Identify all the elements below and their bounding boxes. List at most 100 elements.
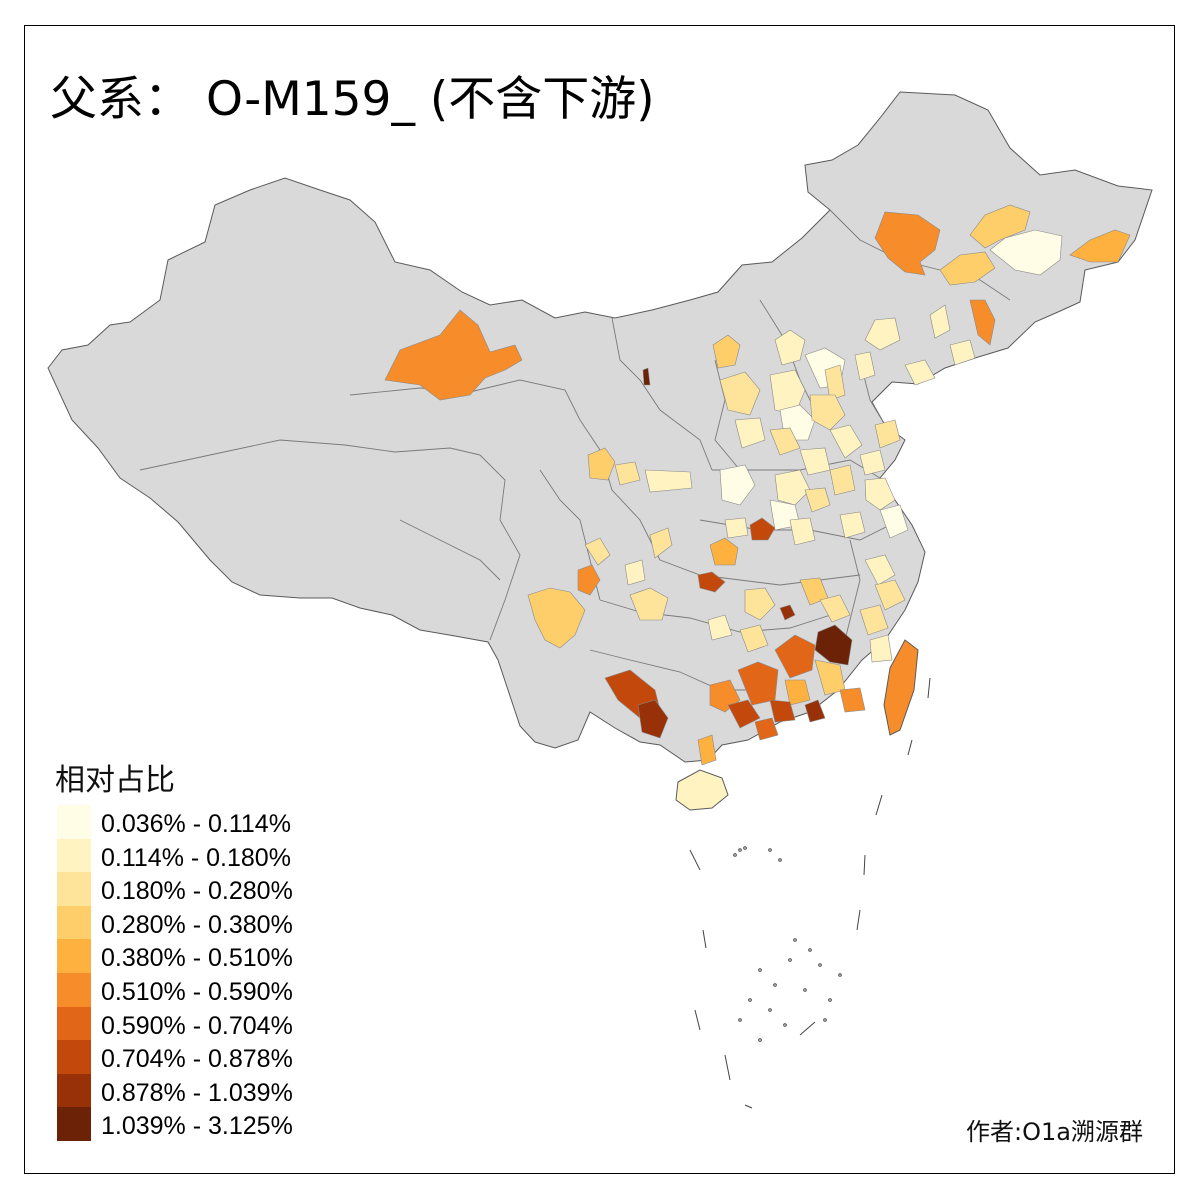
region-liaoning-c (904, 359, 936, 386)
legend-label: 0.036% - 0.114% (101, 810, 291, 838)
region-guangxi-a (737, 661, 779, 706)
region-sichuan-west (527, 587, 586, 649)
region-heilongjiang-east (1069, 229, 1131, 263)
legend-swatch (57, 805, 91, 839)
legend-title: 相对占比 (55, 763, 175, 798)
region-hunan-c (707, 614, 733, 641)
region-shandong-a (874, 419, 901, 449)
map-frame (24, 25, 1175, 1174)
region-shandong-b (859, 449, 886, 476)
region-fujian-b (869, 634, 893, 663)
legend-swatch (57, 1107, 91, 1141)
legend-label: 0.878% - 1.039% (101, 1078, 293, 1107)
legend-swatch (57, 972, 91, 1007)
region-shaanxi-a (719, 464, 756, 506)
legend-label: 0.114% - 0.180% (101, 843, 291, 872)
region-guangdong-b (839, 687, 866, 713)
legend-item: 0.114% - 0.180% (57, 838, 357, 873)
region-anhui-a (839, 511, 866, 539)
legend-item: 0.180% - 0.280% (57, 872, 357, 906)
legend-swatch (57, 905, 91, 940)
legend-swatch (57, 838, 91, 873)
region-heilongjiang-a (969, 204, 1031, 249)
region-jiangxi-b (819, 594, 851, 623)
region-guangdong-north (774, 634, 816, 679)
legend-swatch (57, 1006, 91, 1041)
china-landmass (47, 91, 1153, 763)
region-fujian-a (859, 604, 889, 636)
legend-label: 0.180% - 0.280% (101, 877, 293, 906)
region-north-a (712, 334, 741, 369)
region-sichuan-c (624, 559, 646, 586)
region-shaanxi-b (749, 517, 776, 541)
region-zhejiang-b (874, 579, 906, 611)
legend-label: 0.590% - 0.704% (101, 1011, 293, 1040)
legend-label: 0.280% - 0.380% (101, 910, 293, 939)
region-henan-d (789, 517, 816, 546)
region-jiangsu-b (879, 504, 909, 539)
legend: 0.036% - 0.114% 0.114% - 0.180% 0.180% -… (57, 805, 357, 1141)
region-hunan-d (739, 624, 769, 653)
region-gansu-c (644, 469, 693, 493)
map-title: 父系： O-M159_ (不含下游) (50, 72, 655, 127)
south-china-sea-islands (689, 677, 931, 1109)
legend-item: 0.704% - 0.878% (57, 1040, 357, 1074)
region-yunnan-south (637, 699, 669, 739)
region-guangdong-c (784, 679, 811, 706)
shaded-prefectures (384, 204, 1131, 766)
legend-swatch (57, 1073, 91, 1108)
region-wuhai (642, 367, 651, 386)
region-jilin-a (939, 251, 996, 286)
hainan-island (675, 769, 729, 811)
legend-label: 0.704% - 0.878% (101, 1045, 293, 1074)
region-guangxi-c (727, 699, 761, 729)
region-hulunbuir-south (874, 211, 941, 276)
region-sichuan-b (649, 527, 673, 559)
region-gansu-b (614, 461, 641, 486)
legend-swatch (57, 1040, 91, 1074)
legend-label: 0.510% - 0.590% (101, 977, 293, 1006)
region-sichuan-e (629, 587, 669, 621)
region-shanxi-d (734, 417, 766, 449)
legend-item: 0.380% - 0.510% (57, 939, 357, 973)
legend-item: 0.280% - 0.380% (57, 905, 357, 940)
legend-label: 1.039% - 3.125% (101, 1112, 293, 1141)
region-hebei-b (829, 424, 863, 459)
region-guangdong-d (769, 699, 796, 723)
region-sichuan-d (577, 564, 601, 596)
region-chongqing (697, 571, 726, 593)
region-hebei-c (769, 427, 801, 456)
region-north-b (774, 329, 806, 366)
region-guangdong-e (804, 699, 826, 723)
legend-swatch (57, 872, 91, 906)
region-guangdong-f (754, 717, 779, 741)
region-leizhou (697, 734, 717, 766)
land-base (47, 91, 1153, 811)
region-hebei-north (864, 317, 901, 351)
region-henan-a (774, 469, 811, 506)
region-shandong-c (829, 464, 856, 496)
legend-item: 0.590% - 0.704% (57, 1006, 357, 1041)
region-hebei-a (809, 394, 846, 431)
taiwan-island (883, 639, 919, 736)
region-henan-b (804, 487, 831, 513)
region-zhejiang-a (864, 554, 896, 586)
legend-item: 0.036% - 0.114% (57, 805, 357, 839)
legend-item: 0.878% - 1.039% (57, 1073, 357, 1108)
region-shanxi-a (719, 371, 761, 416)
region-liaoning-b (949, 339, 976, 366)
region-hubei-a (709, 537, 739, 566)
legend-item: 0.510% - 0.590% (57, 972, 357, 1007)
region-liaoning-east (969, 299, 996, 346)
region-heilongjiang-b (989, 229, 1063, 276)
region-jiangsu-a (864, 477, 896, 511)
legend-swatch (57, 939, 91, 973)
legend-item: 1.039% - 3.125% (57, 1107, 357, 1141)
region-north-d (824, 364, 846, 401)
region-hunan-b (779, 604, 796, 621)
region-jiangxi-south (814, 624, 853, 666)
region-north-e (854, 351, 876, 381)
author-credit: 作者:O1a溯源群 (966, 1118, 1143, 1146)
legend-label: 0.380% - 0.510% (101, 944, 293, 973)
